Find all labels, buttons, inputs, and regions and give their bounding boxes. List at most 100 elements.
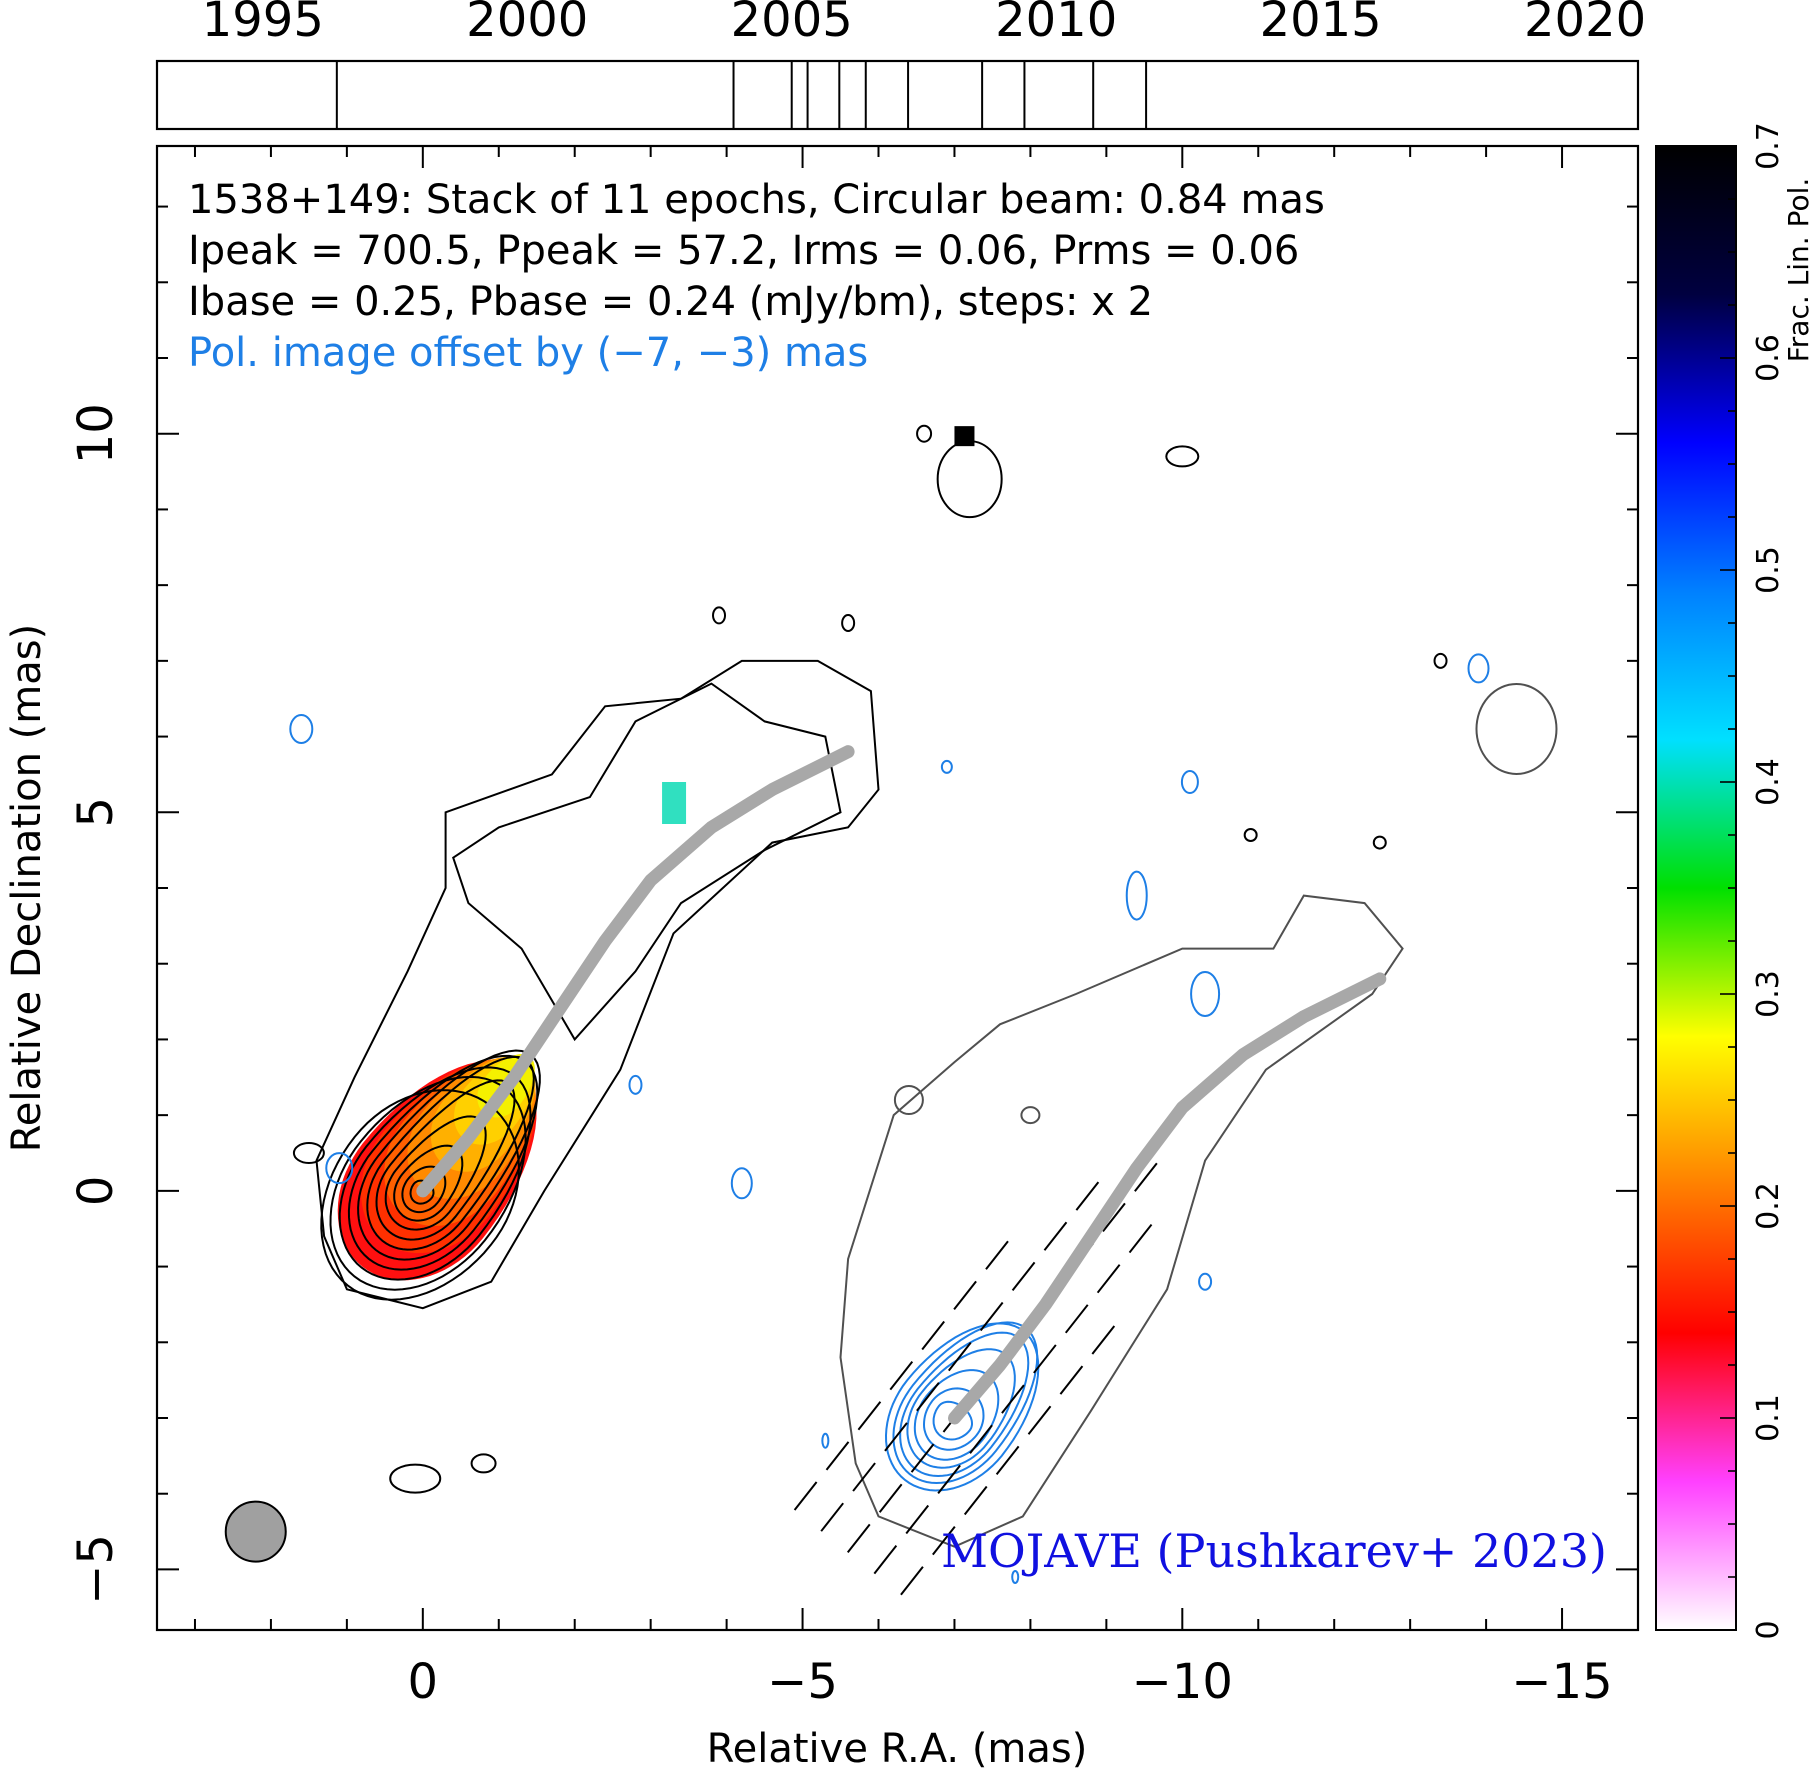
intensity-contour: [409, 1179, 435, 1205]
colorbar-bar: [1655, 145, 1737, 1631]
colorbar-tick-label: 0: [1751, 1620, 1786, 1639]
intensity-contour: [347, 1054, 539, 1271]
noise-contour: [936, 440, 1003, 519]
noise-contour: [1125, 870, 1148, 921]
colorbar-tick-label: 0.2: [1751, 1182, 1786, 1230]
noise-contour: [1020, 1106, 1041, 1125]
year-label: 2010: [995, 0, 1117, 48]
year-label: 2005: [731, 0, 853, 48]
pol-contour: [884, 1322, 1040, 1492]
evpa-stick: [1043, 1221, 1068, 1251]
noise-contour: [940, 759, 953, 774]
evpa-stick: [1128, 1223, 1153, 1254]
intensity-contour: [393, 1144, 464, 1222]
noise-contour: [1475, 683, 1558, 775]
intensity-contour: [338, 1066, 532, 1281]
evpa-stick: [995, 1445, 1020, 1476]
intensity-contour: [329, 1075, 527, 1291]
noise-contour: [628, 1074, 643, 1095]
intensity-contour: [320, 1089, 520, 1301]
noise-contour: [1165, 445, 1200, 468]
epoch-timeline: 1995 2000 2005 2010 2015 2020: [155, 0, 1646, 131]
noise-contour: [1372, 835, 1387, 850]
evpa-stick: [857, 1401, 882, 1431]
pol-contour: [892, 1321, 1039, 1485]
evpa-stick: [1011, 1261, 1036, 1292]
evpa-stick: [884, 1422, 908, 1452]
y-tick-label: 5: [68, 797, 124, 828]
evpa-stick: [878, 1483, 903, 1513]
intensity-contour: [452, 682, 842, 1042]
annotation-line-1: 1538+149: Stack of 11 epochs, Circular b…: [188, 177, 1325, 223]
fractional-polarization-image: [337, 426, 975, 1281]
intensity-contour: [375, 1079, 516, 1241]
beam-ellipse: [224, 1500, 287, 1563]
colorbar-tick-label: 0.4: [1751, 758, 1786, 806]
evpa-stick: [846, 1523, 871, 1554]
noise-contour: [292, 1142, 325, 1164]
timeline-frame: [155, 59, 1640, 131]
noise-contour: [1433, 652, 1448, 669]
evpa-stick: [793, 1481, 818, 1511]
evpa-stick: [1096, 1264, 1121, 1294]
year-label: 2020: [1524, 0, 1646, 48]
evpa-stick: [873, 1544, 898, 1575]
evpa-stick: [963, 1485, 988, 1516]
evpa-stick: [1064, 1304, 1089, 1334]
offset-intensity-contour: [839, 894, 1404, 1548]
y-tick-label: 10: [68, 403, 124, 464]
evpa-stick: [825, 1441, 850, 1471]
evpa-stick: [905, 1504, 930, 1535]
y-tick-label: 0: [68, 1176, 124, 1207]
evpa-stick: [953, 1280, 977, 1310]
evpa-stick: [1075, 1181, 1100, 1211]
noise-contour: [893, 1085, 924, 1115]
noise-contour: [1467, 653, 1490, 684]
evpa-stick: [969, 1424, 993, 1454]
y-axis-ticks: −5 0 5 10: [68, 205, 1638, 1605]
total-intensity-contours: [315, 659, 880, 1310]
annotation-line-2: Ipeak = 700.5, Ppeak = 57.2, Irms = 0.06…: [188, 228, 1299, 274]
annotation-line-3: Ibase = 0.25, Pbase = 0.24 (mJy/bm), ste…: [188, 279, 1153, 325]
noise-contour: [730, 1167, 753, 1200]
evpa-stick: [910, 1443, 935, 1473]
colorbar-tick-label: 0.5: [1751, 546, 1786, 594]
intensity-contour: [401, 1165, 447, 1214]
intensity-contour: [366, 1055, 535, 1251]
noise-contour: [1198, 1272, 1213, 1291]
noise-contour: [1243, 828, 1258, 842]
evpa-stick: [979, 1301, 1004, 1332]
noise-contour: [1190, 971, 1221, 1017]
evpa-stick: [900, 1566, 924, 1596]
year-label: 2000: [466, 0, 588, 48]
evpa-stick: [921, 1320, 945, 1351]
ridgeline-right: [948, 972, 1387, 1425]
year-label: 2015: [1260, 0, 1382, 48]
evpa-stick: [1001, 1384, 1025, 1414]
colorbar-tick-label: 0.6: [1751, 334, 1786, 382]
noise-contour: [389, 1463, 442, 1494]
polarized-intensity-contours: [839, 894, 1404, 1548]
evpa-stick: [852, 1462, 876, 1492]
x-axis-ticks: 0 −5 −10 −15: [193, 146, 1613, 1710]
noise-contours: [289, 424, 1558, 1584]
year-labels: 1995 2000 2005 2010 2015 2020: [202, 0, 1646, 48]
evpa-stick: [1027, 1405, 1052, 1435]
intensity-contour: [384, 1115, 487, 1231]
colorbar-tick-label: 0.7: [1751, 122, 1786, 170]
noise-contour: [289, 714, 314, 744]
evpa-stick: [1102, 1202, 1126, 1232]
evpa-stick: [1134, 1162, 1158, 1192]
epoch-lines: [335, 61, 1148, 129]
pol-contour: [932, 1400, 973, 1441]
evpa-stick: [937, 1464, 961, 1494]
evpa-stick: [916, 1382, 940, 1412]
x-tick-label: −10: [1132, 1654, 1233, 1710]
fracpol-patch: [662, 782, 687, 824]
noise-contour: [841, 614, 856, 632]
intensity-envelope: [315, 659, 880, 1310]
year-label: 1995: [202, 0, 324, 48]
x-axis-title: Relative R.A. (mas): [707, 1726, 1088, 1772]
noise-contour: [1180, 770, 1199, 794]
